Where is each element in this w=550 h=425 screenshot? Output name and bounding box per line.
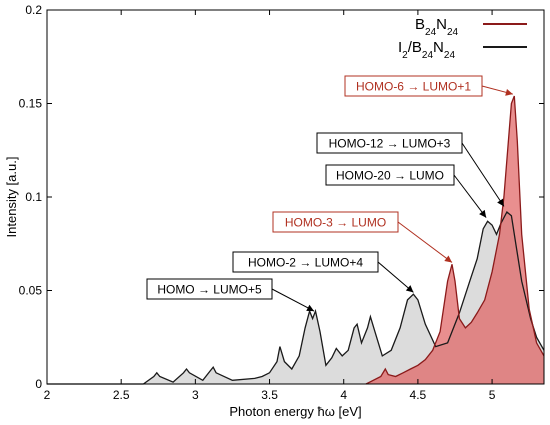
annotation-arrow-head [444, 255, 453, 263]
annotation-arrow-head [306, 304, 315, 312]
y-tick-label: 0.15 [19, 97, 43, 111]
legend: B24N24 I2/B24N24 [398, 16, 527, 61]
annotation-arrow-head [479, 209, 487, 218]
annotation-arrow-line [377, 261, 414, 293]
x-axis-label: Photon energy ħω [eV] [229, 404, 361, 419]
series-lines [47, 95, 545, 385]
annotation-box [232, 251, 379, 273]
annotation-arrow-line [271, 288, 315, 312]
annotation: HOMO-6 → LUMO+1 [344, 75, 513, 97]
annotation-box [272, 211, 399, 233]
x-tick-label: 5 [489, 388, 496, 402]
annotation-label: HOMO-20 → LUMO [336, 169, 444, 183]
x-tick-label: 3 [192, 388, 199, 402]
annotation-label: HOMO-2 → LUMO+4 [248, 256, 363, 270]
x-tick-label: 3.5 [261, 388, 278, 402]
annotation: HOMO → LUMO+5 [146, 278, 315, 312]
transition-annotations: HOMO → LUMO+5 HOMO-2 → LUMO+4 HOMO-3 → LUM… [146, 75, 513, 312]
x-tick-label: 2.5 [113, 388, 130, 402]
y-tick-label: 0 [35, 377, 42, 391]
annotation-arrow-line [397, 221, 453, 263]
legend-label-i2-b24n24: I2/B24N24 [398, 39, 455, 61]
annotation-box [344, 75, 483, 97]
series-line-1 [47, 210, 545, 385]
y-axis-label: Intensity [a.u.] [4, 157, 19, 238]
y-tick-label: 0.05 [19, 284, 43, 298]
annotation: HOMO-2 → LUMO+4 [232, 251, 414, 293]
annotation-label: HOMO → LUMO+5 [157, 283, 262, 297]
series-fill-1 [47, 212, 544, 384]
annotation-arrow-head [505, 88, 513, 96]
y-axis-ticks: 0 0.05 0.1 0.15 0.2 [19, 3, 544, 391]
annotation-arrow-head [497, 198, 504, 207]
annotation-arrow-line [453, 174, 487, 218]
y-tick-label: 0.1 [25, 190, 42, 204]
annotation-label: HOMO-3 → LUMO [285, 216, 386, 230]
legend-label-b24n24: B24N24 [415, 16, 459, 38]
annotation-box [146, 278, 273, 300]
series-line-0 [365, 95, 545, 385]
annotation-label: HOMO-12 → LUMO+3 [329, 137, 451, 151]
x-tick-label: 4 [340, 388, 347, 402]
annotation-box [316, 132, 463, 154]
x-tick-label: 2 [44, 388, 51, 402]
series-fills [47, 96, 544, 384]
annotation-arrow-line [461, 142, 505, 207]
annotation-label: HOMO-6 → LUMO+1 [356, 80, 471, 94]
annotation: HOMO-3 → LUMO [272, 211, 453, 263]
x-axis-ticks: 2 2.5 3 3.5 4 4.5 5 [44, 10, 496, 402]
annotation-box [325, 164, 455, 186]
annotation: HOMO-12 → LUMO+3 [316, 132, 505, 207]
y-tick-label: 0.2 [25, 3, 42, 17]
annotation-arrow-head [405, 285, 414, 293]
series-fill-0 [366, 96, 544, 384]
x-tick-label: 4.5 [410, 388, 427, 402]
annotation: HOMO-20 → LUMO [325, 164, 487, 218]
